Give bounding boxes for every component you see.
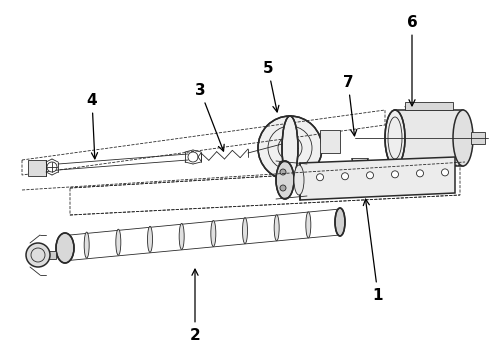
Circle shape (279, 161, 285, 167)
Text: 5: 5 (263, 60, 279, 112)
Polygon shape (38, 251, 56, 259)
Polygon shape (405, 102, 453, 110)
Polygon shape (395, 110, 463, 166)
Circle shape (317, 174, 323, 181)
Ellipse shape (116, 229, 121, 255)
Circle shape (367, 172, 373, 179)
Ellipse shape (84, 232, 89, 258)
Ellipse shape (282, 116, 298, 180)
Ellipse shape (335, 208, 345, 236)
Polygon shape (352, 158, 382, 190)
Circle shape (342, 173, 348, 180)
Text: 7: 7 (343, 75, 357, 136)
Circle shape (280, 185, 286, 191)
Circle shape (258, 116, 322, 180)
Text: 1: 1 (363, 199, 383, 302)
Circle shape (392, 171, 398, 178)
Ellipse shape (179, 224, 184, 249)
Ellipse shape (147, 226, 152, 252)
Circle shape (441, 169, 448, 176)
Ellipse shape (276, 161, 294, 199)
Circle shape (188, 152, 198, 162)
Circle shape (26, 243, 50, 267)
Circle shape (280, 169, 286, 175)
Polygon shape (28, 160, 46, 176)
Polygon shape (300, 157, 455, 200)
Text: 4: 4 (87, 93, 98, 159)
Ellipse shape (243, 218, 247, 244)
Circle shape (47, 162, 57, 172)
Ellipse shape (306, 212, 311, 238)
Polygon shape (471, 132, 485, 144)
Text: 3: 3 (195, 82, 224, 151)
Ellipse shape (453, 110, 473, 166)
Ellipse shape (274, 215, 279, 241)
Text: 2: 2 (190, 269, 200, 342)
Text: 6: 6 (407, 14, 417, 106)
Circle shape (416, 170, 423, 177)
Ellipse shape (56, 233, 74, 263)
Ellipse shape (294, 165, 304, 195)
Polygon shape (308, 176, 335, 186)
Polygon shape (320, 130, 340, 153)
Ellipse shape (385, 110, 405, 166)
Ellipse shape (211, 221, 216, 247)
